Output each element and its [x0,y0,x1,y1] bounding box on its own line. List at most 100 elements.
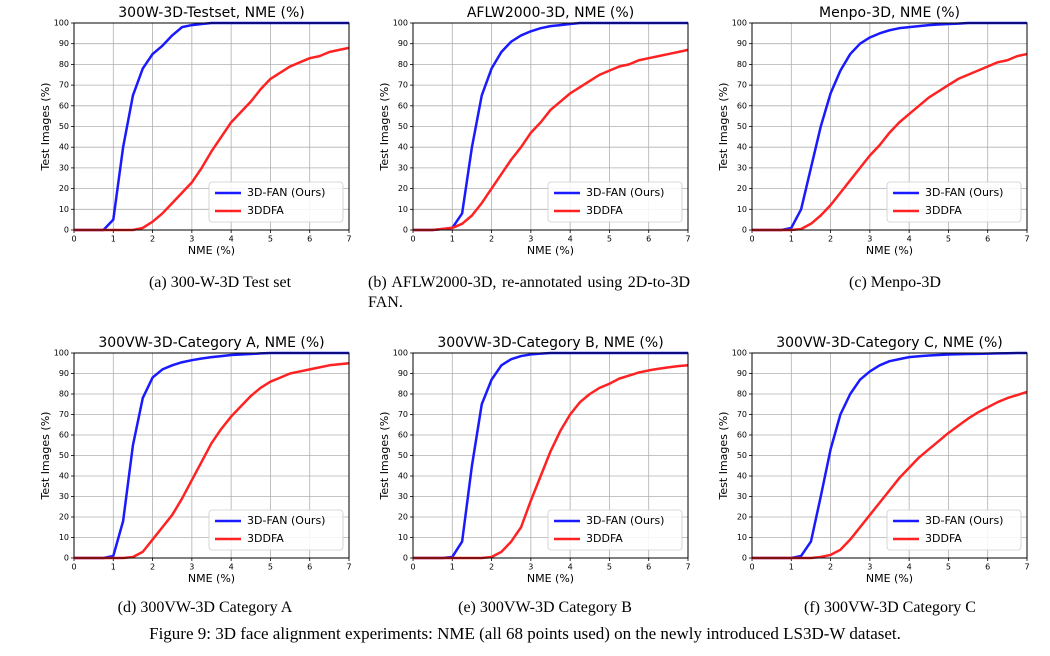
subfigure-caption: (e) 300VW-3D Category B [458,599,632,616]
legend-box [208,181,344,223]
y-tick-label: 10 [59,205,69,214]
x-tick-label: 1 [111,235,116,244]
subfigure-caption: (b) AFLW2000-3D, re-annotated using 2D-t… [368,274,690,311]
y-tick-label: 50 [398,122,408,131]
subfigure-caption: (a) 300-W-3D Test set [148,274,292,291]
y-tick-label: 80 [398,60,408,69]
x-axis-label: NME (%) [188,244,235,257]
y-tick-label: 100 [732,349,747,358]
x-tick-label: 6 [307,563,312,572]
y-tick-label: 90 [59,369,69,378]
x-tick-label: 7 [346,235,351,244]
x-tick-label: 1 [789,235,794,244]
y-tick-label: 20 [737,184,747,193]
x-tick-label: 5 [268,235,273,244]
x-tick-label: 1 [450,235,455,244]
y-tick-label: 10 [398,533,408,542]
y-tick-label: 80 [59,60,69,69]
legend-label: 3D-FAN (Ours) [586,186,664,199]
legend-label: 3D-FAN (Ours) [925,186,1003,199]
y-axis-label: Test Images (%) [39,83,52,172]
y-tick-label: 20 [398,184,408,193]
legend-box [886,509,1022,551]
y-tick-label: 50 [737,122,747,131]
chart-title: Menpo-3D, NME (%) [819,5,960,21]
x-tick-label: 6 [985,563,990,572]
y-tick-label: 50 [398,451,408,460]
chart-title: 300W-3D-Testset, NME (%) [118,5,304,21]
legend-label: 3DDFA [925,204,962,217]
y-tick-label: 10 [59,533,69,542]
x-tick-label: 3 [189,235,194,244]
x-tick-label: 7 [1024,235,1029,244]
y-tick-label: 20 [737,513,747,522]
legend-box [547,509,683,551]
y-tick-label: 40 [59,472,69,481]
y-axis-label: Test Images (%) [378,83,391,172]
y-tick-label: 70 [737,81,747,90]
y-tick-label: 60 [737,101,747,110]
legend-label: 3D-FAN (Ours) [586,514,664,527]
x-tick-label: 4 [568,563,573,572]
y-tick-label: 50 [59,451,69,460]
x-tick-label: 5 [946,235,951,244]
y-tick-label: 70 [398,81,408,90]
y-axis-label: Test Images (%) [717,412,730,501]
y-tick-label: 10 [737,533,747,542]
x-tick-label: 1 [789,563,794,572]
y-tick-label: 70 [59,410,69,419]
x-tick-label: 2 [828,563,833,572]
y-tick-label: 0 [403,226,408,235]
y-tick-label: 0 [403,554,408,563]
y-tick-label: 30 [59,492,69,501]
legend-label: 3DDFA [586,532,623,545]
plot-frame [751,22,1028,231]
legend-box [886,181,1022,223]
figure-caption: Figure 9: 3D face alignment experiments:… [149,624,901,643]
x-tick-label: 3 [867,235,872,244]
y-tick-label: 70 [737,410,747,419]
x-tick-label: 4 [229,235,234,244]
x-tick-label: 4 [568,235,573,244]
series-line [752,351,1027,560]
y-tick-label: 100 [732,19,747,28]
y-tick-label: 40 [398,143,408,152]
y-tick-label: 60 [398,431,408,440]
y-tick-label: 10 [398,205,408,214]
x-tick-label: 2 [489,563,494,572]
series-line [752,52,1028,232]
x-tick-label: 0 [410,235,415,244]
x-tick-label: 6 [985,235,990,244]
x-tick-label: 3 [528,235,533,244]
y-tick-label: 30 [398,163,408,172]
legend-box [208,509,344,551]
chart-title: 300VW-3D-Category A, NME (%) [98,335,324,351]
y-tick-label: 90 [737,39,747,48]
x-tick-label: 1 [111,563,116,572]
y-tick-label: 50 [737,451,747,460]
x-tick-label: 1 [450,563,455,572]
x-tick-label: 7 [1024,563,1029,572]
x-tick-label: 3 [528,563,533,572]
y-tick-label: 0 [64,226,69,235]
x-tick-label: 6 [307,235,312,244]
x-tick-label: 2 [150,235,155,244]
x-tick-label: 0 [71,563,76,572]
x-tick-label: 7 [685,563,690,572]
y-tick-label: 90 [398,369,408,378]
x-tick-label: 0 [71,235,76,244]
y-axis-label: Test Images (%) [39,412,52,501]
y-tick-label: 90 [59,39,69,48]
x-tick-label: 6 [646,563,651,572]
x-tick-label: 3 [867,563,872,572]
y-tick-label: 0 [64,554,69,563]
y-tick-label: 90 [398,39,408,48]
legend-label: 3D-FAN (Ours) [247,514,325,527]
y-tick-label: 100 [54,19,69,28]
x-tick-label: 0 [410,563,415,572]
plot-frame [412,22,689,231]
x-tick-label: 2 [828,235,833,244]
chart-title: 300VW-3D-Category C, NME (%) [776,335,1003,351]
x-axis-label: NME (%) [188,572,235,585]
